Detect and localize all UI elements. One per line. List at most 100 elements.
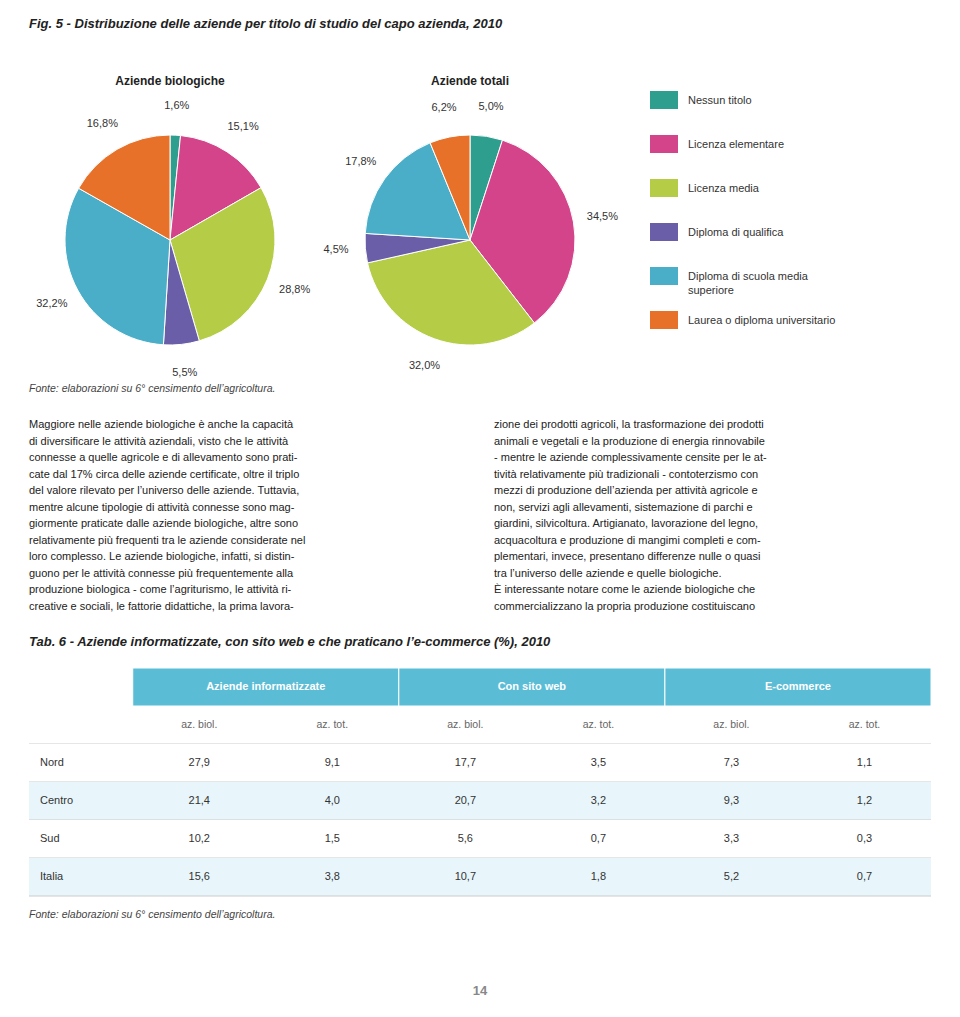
- table-cell: [133, 744, 266, 782]
- legend-swatch: [650, 311, 678, 329]
- body-text-line: acquacoltura e produzione di mangimi com…: [494, 534, 761, 546]
- table-cell-label: 3,5: [591, 756, 606, 768]
- data-label: 17,8%: [345, 155, 376, 167]
- table-subheader: az. tot.: [583, 718, 615, 730]
- legend-swatch: [650, 179, 678, 197]
- table-cell: [133, 820, 266, 858]
- table-cell-label: 3,2: [591, 794, 606, 806]
- data-labels: 1,6%15,1%28,8%5,5%32,2%16,8%: [36, 99, 310, 379]
- table-cell: [532, 744, 665, 782]
- body-text-line: giormente praticate dalle aziende biolog…: [29, 517, 298, 529]
- body-text-line: commercializzano la propria produzione c…: [494, 600, 755, 612]
- table-cell: [798, 858, 931, 896]
- table-row-bg: [29, 782, 931, 820]
- table-cell-label: 9,1: [325, 756, 340, 768]
- body-text-line: animali e vegetali e la produzione di en…: [494, 435, 765, 447]
- table-cell: [266, 820, 399, 858]
- table-cell-label: 9,3: [724, 794, 739, 806]
- table-cell: [133, 782, 266, 820]
- legend-item: Diploma di qualifica: [650, 223, 784, 241]
- body-text-line: Maggiore nelle aziende biologiche è anch…: [29, 418, 294, 430]
- body-text-line: produzione biologica - come l’agriturism…: [29, 583, 292, 595]
- table-group-header-cell: [133, 668, 399, 706]
- table-group-header: Aziende informatizzate: [206, 680, 325, 692]
- body-text-line: loro complesso. Le aziende biologiche, i…: [29, 550, 295, 562]
- data-label: 16,8%: [87, 117, 118, 129]
- table-row-label: Nord: [40, 756, 64, 768]
- body-text-line: tività relativamente più tradizionali - …: [494, 468, 758, 480]
- body-text-line: giardini, silvicoltura. Artigianato, lav…: [494, 517, 758, 529]
- data-label: 15,1%: [227, 120, 258, 132]
- legend-item: Licenza media: [650, 179, 760, 197]
- legend-item: Nessun titolo: [650, 91, 752, 109]
- table-cell: [798, 782, 931, 820]
- table-cell: [665, 744, 798, 782]
- body-text-line: tra l’universo delle aziende e quelle bi…: [494, 567, 721, 579]
- body-text-line: - mentre le aziende complessivamente cen…: [494, 451, 767, 463]
- pie-slice: [79, 135, 170, 240]
- table-group-header-cell: [665, 668, 931, 706]
- table-cell-label: 15,6: [189, 870, 210, 882]
- table-rule: [29, 896, 931, 897]
- legend-label-line: Nessun titolo: [688, 94, 752, 106]
- table-cell: [665, 782, 798, 820]
- legend-swatch: [650, 135, 678, 153]
- table-cell: [266, 782, 399, 820]
- body-text-line: guono per le attività connesse più frequ…: [29, 567, 294, 579]
- legend-label-line: Licenza elementare: [688, 138, 784, 150]
- pie-title: Aziende totali: [431, 74, 509, 88]
- table-cell: [798, 744, 931, 782]
- table-cell: [665, 858, 798, 896]
- body-text-line: relativamente più frequenti tra le azien…: [29, 534, 305, 546]
- table-cell-label: 4,0: [325, 794, 340, 806]
- table-row-label: Centro: [40, 794, 73, 806]
- table-cell-label: 5,6: [458, 832, 473, 844]
- source-note: Fonte: elaborazioni su 6° censimento del…: [29, 908, 275, 920]
- slices: [365, 135, 575, 345]
- data-label: 28,8%: [279, 283, 310, 295]
- legend-item: Laurea o diploma universitario: [650, 311, 835, 329]
- body-text-line: non, servizi agli allevamenti, sistemazi…: [494, 501, 753, 513]
- data-label: 6,2%: [431, 101, 456, 113]
- pie-title: Aziende biologiche: [115, 74, 225, 88]
- table-cell-label: 7,3: [724, 756, 739, 768]
- table-title: Tab. 6 - Aziende informatizzate, con sit…: [29, 634, 551, 649]
- table: Aziende informatizzateCon sito webE-comm…: [29, 668, 931, 896]
- legend-label-line: Diploma di qualifica: [688, 226, 784, 238]
- table-cell: [399, 782, 532, 820]
- table-cell-label: 1,1: [857, 756, 872, 768]
- pie-chart: Aziende biologiche1,6%15,1%28,8%5,5%32,2…: [36, 74, 310, 378]
- pie-slice: [430, 135, 470, 240]
- table-row-bg: [29, 820, 931, 858]
- body-text-line: cate dal 17% circa delle aziende certifi…: [29, 468, 299, 480]
- table-cell: [266, 858, 399, 896]
- table-cell-label: 1,8: [591, 870, 606, 882]
- page: Fig. 5 - Distribuzione delle aziende per…: [0, 0, 960, 1017]
- source-note: Fonte: elaborazioni su 6° censimento del…: [29, 382, 275, 394]
- table-row-label: Italia: [40, 870, 64, 882]
- table-group-header-cell: [399, 668, 665, 706]
- legend: Nessun titolo Licenza elementare Licenza m…: [650, 91, 835, 329]
- table-cell-label: 27,9: [189, 756, 210, 768]
- table-group-header: Con sito web: [498, 680, 567, 692]
- table-cell: [399, 744, 532, 782]
- table-subheader: az. tot.: [317, 718, 349, 730]
- table-cell-label: 0,7: [591, 832, 606, 844]
- table-subheader: az. biol.: [181, 718, 217, 730]
- pie-chart: Aziende totali5,0%34,5%32,0%4,5%17,8%6,2…: [323, 74, 618, 371]
- table-cell: [532, 858, 665, 896]
- table-cell-label: 1,2: [857, 794, 872, 806]
- body-text-line: di diversificare le attività aziendali, …: [29, 435, 289, 447]
- data-labels: 5,0%34,5%32,0%4,5%17,8%6,2%: [323, 100, 618, 371]
- data-label: 5,0%: [478, 100, 503, 112]
- table-cell: [266, 744, 399, 782]
- table-cell-label: 21,4: [189, 794, 210, 806]
- table-row-bg: [29, 744, 931, 782]
- table-row-label: Sud: [40, 832, 60, 844]
- slices: [65, 135, 275, 345]
- data-label: 5,5%: [172, 366, 197, 378]
- legend-label-line: Diploma di scuola media: [688, 270, 809, 282]
- table-subheader: az. biol.: [713, 718, 749, 730]
- body-text-line: creative e sociali, le fattorie didattic…: [29, 600, 294, 612]
- data-label: 34,5%: [587, 210, 618, 222]
